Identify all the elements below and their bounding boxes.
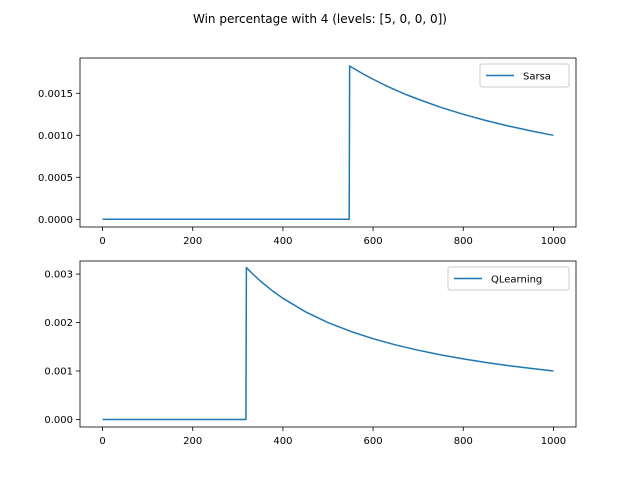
x-tick-label: 600 bbox=[364, 236, 383, 247]
x-tick-label: 0 bbox=[99, 236, 105, 247]
x-tick-label: 0 bbox=[99, 436, 105, 447]
x-tick-label: 800 bbox=[454, 436, 473, 447]
series-line-qlearning bbox=[102, 266, 554, 421]
x-tick-label: 400 bbox=[273, 236, 292, 247]
chart-sarsa: 0 200 400 600 800 1000 0.0000 0.0005 0.0010 0.001… bbox=[38, 57, 577, 247]
x-tick-label: 600 bbox=[364, 436, 383, 447]
x-tick-label: 400 bbox=[273, 436, 292, 447]
chart-qlearning: 0 200 400 600 800 1000 0.000 0.001 0.002 0.003 QLe… bbox=[44, 260, 577, 447]
y-tick-label: 0.000 bbox=[44, 415, 73, 426]
x-tick-label: 800 bbox=[454, 236, 473, 247]
x-tick-label: 1000 bbox=[541, 236, 566, 247]
axes-frame bbox=[79, 260, 577, 428]
legend-label: Sarsa bbox=[523, 72, 551, 83]
legend: QLearning bbox=[447, 266, 570, 291]
y-tick-label: 0.0010 bbox=[38, 131, 73, 142]
legend: Sarsa bbox=[479, 63, 570, 88]
y-tick-label: 0.0015 bbox=[38, 89, 73, 100]
axes-frame bbox=[79, 57, 577, 228]
y-tick-label: 0.002 bbox=[44, 318, 73, 329]
series-line-sarsa bbox=[102, 65, 554, 221]
x-tick-label: 1000 bbox=[541, 436, 566, 447]
y-tick-label: 0.001 bbox=[44, 366, 73, 377]
x-tick-label: 200 bbox=[183, 236, 202, 247]
legend-label: QLearning bbox=[491, 275, 542, 286]
figure-title: Win percentage with 4 (levels: [5, 0, 0,… bbox=[193, 12, 447, 26]
y-tick-label: 0.003 bbox=[44, 270, 73, 281]
legend-box bbox=[479, 63, 570, 88]
x-tick-label: 200 bbox=[183, 436, 202, 447]
y-tick-label: 0.0005 bbox=[38, 173, 73, 184]
legend-box bbox=[447, 266, 570, 291]
y-tick-label: 0.0000 bbox=[38, 215, 73, 226]
